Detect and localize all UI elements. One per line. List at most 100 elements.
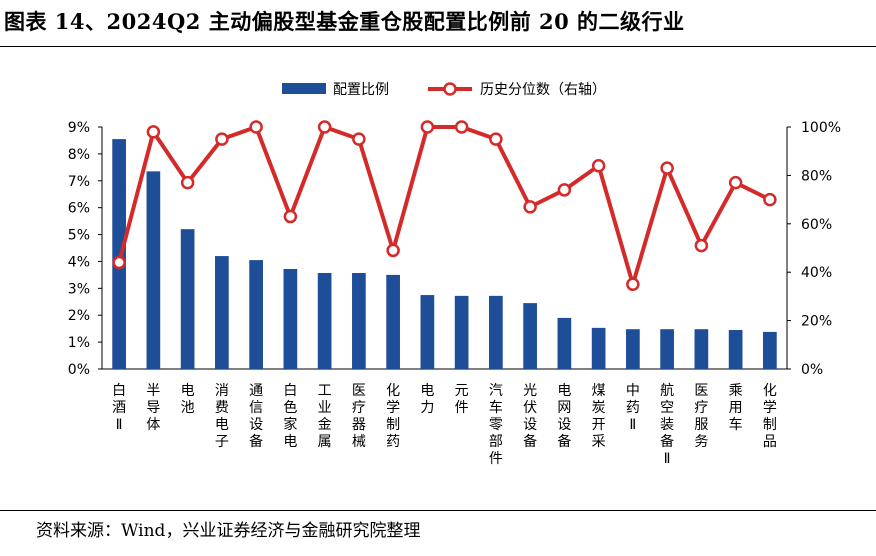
percentile-point: [352, 132, 366, 146]
x-tick-label: 航: [660, 383, 674, 399]
percentile-point: [215, 132, 229, 146]
x-tick-label: 开: [592, 417, 606, 433]
x-tick-label: 务: [694, 434, 708, 450]
x-tick-label: 白: [112, 383, 126, 399]
x-tick-label: 电: [420, 383, 434, 399]
left-tick-label: 2%: [68, 308, 90, 324]
x-tick-label: 车: [489, 399, 503, 416]
x-tick-label: 备: [660, 433, 674, 450]
legend-bar-swatch: [282, 83, 326, 94]
percentile-point: [660, 161, 674, 175]
bar: [763, 331, 777, 369]
percentile-point: [557, 183, 572, 197]
percentile-point: [180, 175, 195, 190]
x-tick-label: 医: [694, 383, 708, 399]
left-tick-label: 1%: [68, 335, 90, 351]
x-tick-label: 白: [283, 383, 297, 399]
x-tick-label: 煤: [592, 383, 606, 399]
percentile-point: [249, 120, 263, 134]
bar: [523, 303, 537, 369]
x-tick-label: 半: [146, 383, 160, 399]
left-tick-label: 8%: [68, 147, 90, 163]
bar: [454, 295, 469, 369]
bar: [146, 171, 161, 369]
x-tick-label: 乘: [729, 383, 743, 399]
bar: [249, 260, 263, 369]
percentile-point: [763, 192, 777, 207]
percentile-point: [112, 255, 126, 270]
x-tick-label: 中: [626, 383, 640, 399]
percentile-point: [626, 277, 640, 292]
bar: [694, 329, 709, 369]
source-rule: [0, 510, 876, 511]
x-tick-label: 空: [660, 400, 674, 416]
bar: [591, 327, 606, 369]
percentile-point: [386, 243, 400, 258]
x-tick-label: 工: [318, 383, 332, 399]
x-tick-label: 件: [455, 400, 469, 416]
x-tick-label: 费: [215, 400, 229, 416]
x-tick-label: 药: [626, 400, 640, 416]
bar: [660, 329, 674, 369]
percentile-point: [489, 132, 503, 146]
chart-title: 图表 14、2024Q2 主动偏股型基金重仓股配置比例前 20 的二级行业: [4, 9, 685, 34]
bar: [180, 229, 195, 369]
bar: [420, 295, 435, 369]
right-tick-label: 0%: [801, 362, 823, 378]
x-tick-label: 消: [215, 383, 229, 399]
legend-bar-label: 配置比例: [333, 82, 389, 98]
bar: [557, 317, 572, 369]
x-tick-label: 业: [318, 400, 332, 416]
percentile-point: [454, 120, 469, 134]
legend-line-label: 历史分位数（右轴）: [480, 82, 606, 98]
x-tick-label: Ⅱ: [116, 417, 123, 433]
percentile-point: [146, 125, 161, 139]
x-tick-label: 家: [283, 416, 297, 433]
x-tick-label: 疗: [352, 400, 366, 416]
x-tick-label: 电: [283, 434, 297, 450]
x-tick-label: 件: [489, 451, 503, 467]
x-tick-label: 信: [249, 400, 263, 416]
left-tick-label: 3%: [68, 281, 90, 297]
left-tick-label: 9%: [68, 120, 90, 136]
bar: [728, 330, 743, 369]
percentile-point: [317, 120, 332, 134]
x-tick-label: 元: [455, 383, 469, 399]
x-tick-label: 药: [386, 434, 400, 450]
x-tick-label: 属: [318, 434, 332, 450]
x-tick-label: 医: [352, 383, 366, 399]
x-tick-label: 伏: [523, 400, 537, 416]
percentile-point: [420, 120, 435, 134]
x-tick-label: 光: [523, 383, 537, 399]
x-tick-label: Ⅱ: [629, 417, 636, 433]
left-tick-label: 5%: [68, 228, 90, 244]
right-tick-label: 20%: [801, 314, 832, 330]
x-tick-label: 导: [146, 400, 160, 416]
x-tick-label: 装: [660, 417, 674, 433]
x-tick-label: 疗: [694, 400, 708, 416]
bar: [112, 139, 126, 369]
x-tick-label: 备: [523, 433, 537, 450]
x-tick-label: 设: [523, 417, 537, 433]
percentile-point: [283, 209, 298, 224]
x-tick-label: 汽: [489, 383, 503, 399]
x-tick-label: 力: [420, 400, 434, 416]
x-tick-label: 品: [763, 434, 777, 450]
x-tick-label: 电: [215, 417, 229, 433]
x-tick-label: 备: [249, 433, 263, 450]
x-tick-label: 零: [489, 417, 503, 433]
x-tick-label: 器: [352, 417, 366, 433]
x-tick-label: 酒: [112, 400, 126, 416]
x-tick-label: 炭: [592, 400, 606, 416]
x-tick-label: 设: [249, 417, 263, 433]
x-tick-label: 服: [694, 417, 708, 433]
x-tick-label: 子: [215, 434, 229, 450]
right-tick-label: 80%: [801, 168, 832, 184]
x-tick-label: 电: [181, 383, 195, 399]
x-tick-label: 化: [386, 383, 400, 399]
bar: [283, 268, 298, 369]
right-tick-label: 60%: [801, 217, 832, 233]
combo-chart: 0% 1% 2% 3% 4% 5% 6% 7% 8% 9% 0% 20% 40% 60% 80% 100% 白酒…: [68, 82, 841, 467]
legend-line-marker: [443, 82, 457, 96]
bar: [352, 273, 366, 369]
